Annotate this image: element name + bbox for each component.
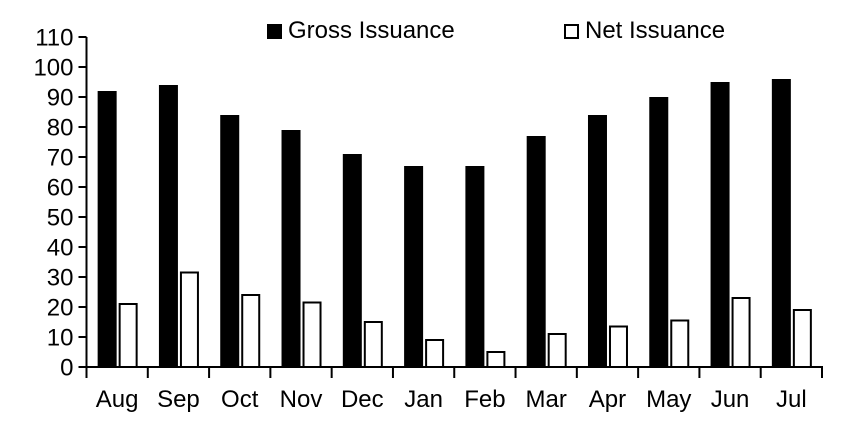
y-axis-tick-label: 100	[33, 55, 73, 82]
net-issuance-bar	[731, 297, 751, 368]
gross-issuance-bar	[587, 115, 607, 367]
x-axis-category-label: Apr	[589, 386, 626, 413]
gross-issuance-bar	[281, 130, 301, 367]
y-axis-tick-label: 80	[47, 115, 74, 142]
x-axis-category-label: Sep	[157, 386, 200, 413]
gross-issuance-bar	[526, 136, 546, 367]
y-axis-tick-label: 20	[47, 295, 74, 322]
y-axis-tick-label: 50	[47, 205, 74, 232]
gross-issuance-bar	[465, 166, 485, 367]
net-issuance-bar	[547, 333, 567, 368]
y-axis-tick-label: 10	[47, 325, 74, 352]
net-issuance-bar	[241, 294, 261, 368]
x-axis-category-label: Nov	[280, 386, 323, 413]
x-axis-category-label: Feb	[464, 386, 505, 413]
y-axis-tick-label: 60	[47, 175, 74, 202]
gross-issuance-bar	[649, 97, 669, 367]
net-issuance-bar	[179, 271, 199, 368]
x-axis-category-label: Oct	[221, 386, 259, 413]
net-issuance-bar	[670, 319, 690, 368]
y-axis-tick-label: 30	[47, 265, 74, 292]
net-issuance-bar	[302, 301, 322, 368]
y-axis-tick-label: 0	[60, 355, 73, 382]
gross-issuance-bar	[342, 154, 362, 367]
y-axis-tick-label: 40	[47, 235, 74, 262]
x-axis-category-label: May	[646, 386, 691, 413]
y-axis-tick-label: 70	[47, 145, 74, 172]
x-axis-category-label: Jul	[776, 386, 807, 413]
gross-issuance-bar	[158, 85, 178, 367]
gross-issuance-bar	[710, 82, 730, 367]
gross-issuance-bar	[220, 115, 240, 367]
gross-issuance-bar	[404, 166, 424, 367]
x-axis-category-label: Jun	[711, 386, 750, 413]
gross-issuance-bar	[771, 79, 791, 367]
x-axis-category-label: Dec	[341, 386, 384, 413]
net-issuance-bar	[486, 351, 506, 368]
y-axis-tick-label: 90	[47, 85, 74, 112]
gross-issuance-bar	[97, 91, 117, 367]
net-issuance-bar	[792, 309, 812, 368]
x-axis-category-label: Aug	[96, 386, 139, 413]
net-issuance-bar	[363, 321, 383, 368]
x-axis-category-label: Jan	[404, 386, 443, 413]
net-issuance-bar	[425, 339, 445, 368]
net-issuance-bar	[608, 325, 628, 368]
y-axis-tick-label: 110	[35, 25, 73, 52]
x-axis-category-label: Mar	[526, 386, 567, 413]
net-issuance-bar	[118, 303, 138, 368]
